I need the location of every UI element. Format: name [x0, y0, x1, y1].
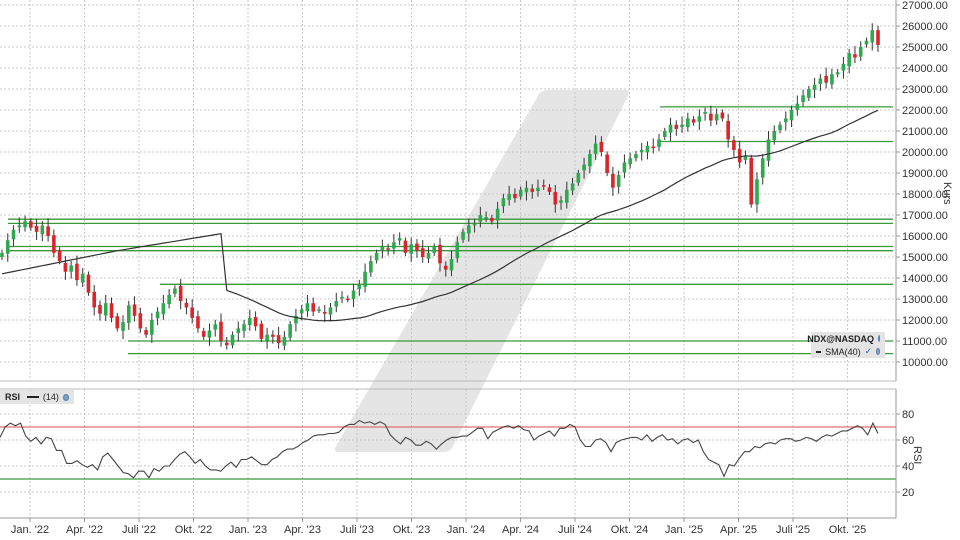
- sma-line: [1, 109, 879, 322]
- rsi-reference-lines: [0, 426, 896, 480]
- svg-text:60: 60: [902, 435, 914, 447]
- settings-gear-icon[interactable]: [62, 393, 69, 401]
- svg-text:14000.00: 14000.00: [902, 273, 948, 285]
- svg-text:80: 80: [902, 409, 914, 421]
- svg-text:23000.00: 23000.00: [902, 84, 948, 96]
- svg-text:Okt. '23: Okt. '23: [393, 524, 431, 536]
- svg-text:11000.00: 11000.00: [902, 336, 947, 348]
- svg-text:18000.00: 18000.00: [902, 189, 948, 201]
- watermark-logo: [334, 90, 629, 452]
- svg-text:Okt. '25: Okt. '25: [829, 524, 867, 536]
- svg-text:Apr. '22: Apr. '22: [66, 524, 103, 536]
- svg-text:Jan. '24: Jan. '24: [447, 524, 485, 536]
- svg-text:Juli '22: Juli '22: [122, 524, 156, 536]
- svg-text:21000.00: 21000.00: [902, 126, 948, 138]
- candlestick-series: [0, 23, 880, 351]
- rsi-label: RSI: [5, 392, 21, 402]
- rsi-axis: 80 60 40 20: [896, 409, 914, 499]
- panel-frames: [0, 0, 897, 519]
- time-axis: Jan. '22 Apr. '22 Juli '22 Okt. '22 Jan. '23…: [11, 518, 866, 536]
- svg-text:13000.00: 13000.00: [902, 294, 948, 306]
- svg-text:Jan. '23: Jan. '23: [229, 524, 267, 536]
- sma-swatch-icon: [816, 350, 822, 353]
- svg-text:20: 20: [902, 487, 914, 499]
- check-icon[interactable]: ✓: [864, 346, 873, 356]
- svg-text:27000.00: 27000.00: [902, 0, 948, 12]
- svg-text:40: 40: [902, 461, 914, 473]
- support-resistance-lines: [8, 106, 893, 355]
- svg-text:22000.00: 22000.00: [902, 105, 948, 117]
- rsi-line: [0, 419, 879, 479]
- svg-text:Juli '24: Juli '24: [558, 524, 592, 536]
- svg-text:24000.00: 24000.00: [902, 63, 948, 75]
- svg-text:10000.00: 10000.00: [902, 357, 948, 369]
- svg-text:Okt. '22: Okt. '22: [175, 524, 213, 536]
- settings-gear-icon[interactable]: [876, 348, 880, 355]
- rsi-swatch-icon: [27, 396, 39, 398]
- price-legend[interactable]: NDX@NASDAQ SMA(40) ✓: [807, 332, 885, 358]
- settings-gear-icon[interactable]: [878, 335, 880, 342]
- svg-text:25000.00: 25000.00: [902, 42, 948, 54]
- svg-text:15000.00: 15000.00: [902, 252, 948, 264]
- svg-text:Apr. '24: Apr. '24: [502, 524, 539, 536]
- rsi-grid: [0, 389, 896, 518]
- svg-text:20000.00: 20000.00: [902, 147, 948, 159]
- legend-sma[interactable]: SMA(40) ✓: [811, 345, 885, 358]
- svg-text:Jan. '25: Jan. '25: [665, 524, 703, 536]
- price-axis: 27000.00 26000.00 25000.00 24000.00 23000.00…: [896, 0, 948, 369]
- sma-label: SMA(40): [825, 346, 861, 357]
- rsi-axis-title: RSI: [911, 446, 923, 464]
- svg-text:Jan. '22: Jan. '22: [11, 524, 49, 536]
- rsi-param: (14): [42, 392, 59, 402]
- instrument-label: NDX@NASDAQ: [807, 333, 874, 344]
- legend-instrument[interactable]: NDX@NASDAQ: [807, 332, 885, 345]
- svg-text:Okt. '24: Okt. '24: [611, 524, 649, 536]
- rsi-legend[interactable]: RSI (14): [0, 390, 74, 404]
- svg-text:12000.00: 12000.00: [902, 315, 948, 327]
- svg-text:Juli '25: Juli '25: [776, 524, 810, 536]
- svg-text:16000.00: 16000.00: [902, 231, 948, 243]
- svg-text:19000.00: 19000.00: [902, 168, 948, 180]
- svg-text:Juli '23: Juli '23: [340, 524, 374, 536]
- svg-text:26000.00: 26000.00: [902, 21, 948, 33]
- price-axis-title: Kurs: [941, 182, 953, 205]
- svg-text:Apr. '23: Apr. '23: [284, 524, 321, 536]
- svg-text:Apr. '25: Apr. '25: [720, 524, 757, 536]
- svg-text:17000.00: 17000.00: [902, 210, 948, 222]
